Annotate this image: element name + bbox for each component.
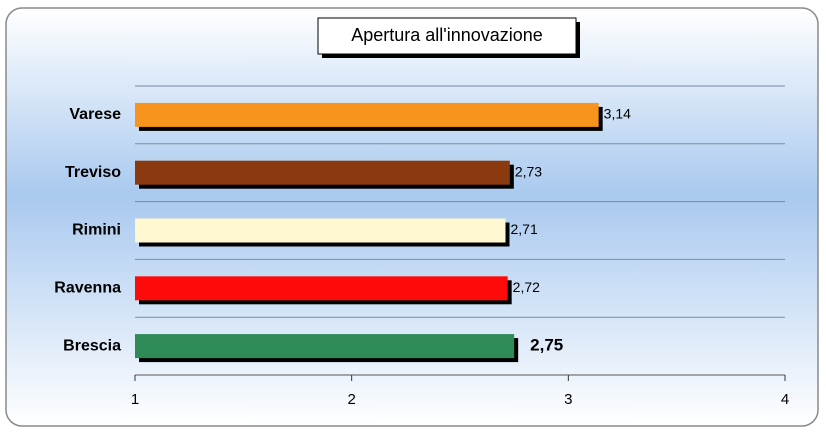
- chart-panel: [5, 7, 819, 427]
- bar: [135, 334, 515, 359]
- bar: [135, 160, 510, 185]
- x-tick-label: 1: [131, 391, 139, 408]
- y-tick-label: Treviso: [65, 164, 121, 181]
- y-tick-label: Varese: [69, 106, 121, 123]
- x-tick-label: 3: [564, 391, 572, 408]
- y-tick-label: Ravenna: [54, 280, 121, 297]
- value-label: 2,73: [515, 163, 542, 179]
- bar: [135, 276, 508, 301]
- value-label: 2,71: [511, 221, 538, 237]
- value-label: 2,75: [530, 336, 563, 355]
- bar: [135, 102, 599, 127]
- title-box: [317, 17, 577, 55]
- y-tick-label: Brescia: [63, 337, 121, 354]
- value-label: 3,14: [604, 106, 631, 122]
- y-tick-label: Rimini: [72, 222, 121, 239]
- chart-title: Apertura all'innovazione: [351, 25, 543, 45]
- x-tick-label: 4: [781, 391, 789, 408]
- x-tick-label: 2: [347, 391, 355, 408]
- bar: [135, 218, 506, 243]
- value-label: 2,72: [513, 279, 540, 295]
